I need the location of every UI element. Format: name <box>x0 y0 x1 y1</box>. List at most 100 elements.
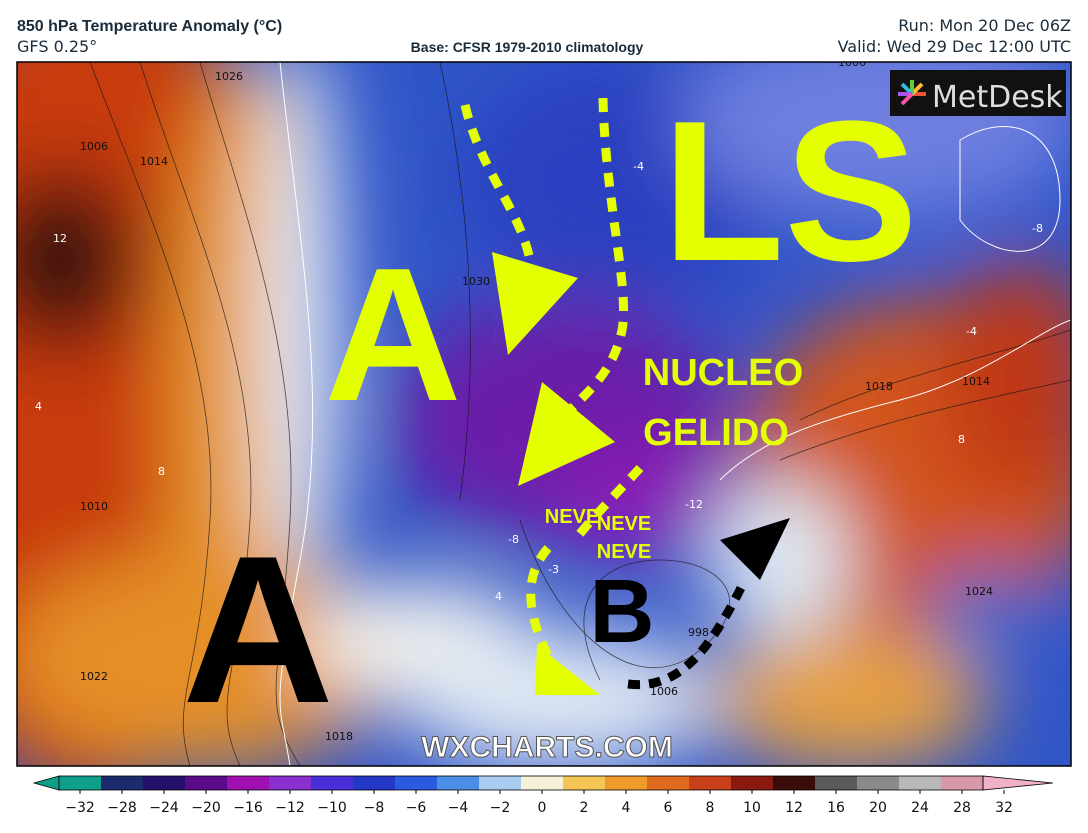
colorbar-segment <box>311 776 353 790</box>
colorbar-end <box>32 775 60 791</box>
flow-arrows <box>460 97 644 663</box>
colorbar-segment <box>857 776 899 790</box>
colorbar-label: 20 <box>869 800 887 816</box>
map-label: 4 <box>495 590 502 603</box>
title: 850 hPa Temperature Anomaly (°C) <box>17 18 282 35</box>
colorbar-segment <box>899 776 941 790</box>
colorbar-label: 4 <box>622 800 631 816</box>
map-label: -4 <box>966 325 977 338</box>
colorbar-label: 24 <box>911 800 929 816</box>
colorbar-segment <box>731 776 773 790</box>
watermark: WXCHARTS.COM <box>421 731 673 764</box>
colorbar-segment <box>59 776 101 790</box>
colorbar-segment <box>563 776 605 790</box>
colorbar-segment <box>269 776 311 790</box>
map-label: 1022 <box>80 670 108 683</box>
map-label: -8 <box>508 533 519 546</box>
colorbar-segment <box>437 776 479 790</box>
map-label: 1006 <box>650 685 678 698</box>
map-label: 12 <box>53 232 67 245</box>
map-label: 1018 <box>865 380 893 393</box>
isobars <box>89 62 1071 766</box>
colorbar-segment <box>521 776 563 790</box>
colorbar-frame <box>58 775 984 791</box>
logo: MetDesk <box>932 80 1063 115</box>
anomaly-contours <box>279 62 1071 766</box>
colorbar-label: 32 <box>995 800 1013 816</box>
snow-label: NEVE <box>545 506 599 528</box>
base: Base: CFSR 1979-2010 climatology <box>411 39 644 55</box>
low-label: LS <box>662 80 918 303</box>
colorbar-segment <box>941 776 983 790</box>
map-labels: 1026 1006 1014 1030 1018 1022 1010 1006 998 1018 1… <box>35 56 1043 743</box>
high-label: A <box>324 229 461 441</box>
colorbar-label: −16 <box>233 800 263 816</box>
colorbar-label: −6 <box>406 800 427 816</box>
map-label: 1024 <box>965 585 993 598</box>
colorbar-label: −20 <box>191 800 221 816</box>
colorbar-segment <box>395 776 437 790</box>
colorbar-segment <box>605 776 647 790</box>
colorbar-label: −10 <box>317 800 347 816</box>
colorbar-segment <box>353 776 395 790</box>
run: Run: Mon 20 Dec 06Z <box>898 16 1071 35</box>
colorbar-label: −4 <box>448 800 469 816</box>
colorbar-label: −24 <box>149 800 179 816</box>
map-label: 4 <box>35 400 42 413</box>
dashed-arrow <box>627 577 750 690</box>
colorbar-end <box>982 775 1054 791</box>
map-label: 1014 <box>140 155 168 168</box>
map-label: 1010 <box>80 500 108 513</box>
logo-icon <box>898 80 926 106</box>
colorbar-label: 2 <box>580 800 589 816</box>
core-label: GELIDO <box>643 412 789 454</box>
anomaly-field <box>17 62 1071 766</box>
map-label: 1006 <box>80 140 108 153</box>
map-frame <box>16 61 1072 767</box>
map-label: -8 <box>1032 222 1043 235</box>
colorbar: −32 −28 −24 −20 −16 −12 −10 −8 −6 −4 −2 0 2 4 6 8 10 12 16… <box>32 775 1054 816</box>
map-label: -3 <box>548 563 559 576</box>
snow-label: NEVE <box>597 541 651 563</box>
colorbar-label: 28 <box>953 800 971 816</box>
high-label: A <box>182 512 334 747</box>
map-label: 8 <box>158 465 165 478</box>
colorbar-label: −8 <box>364 800 385 816</box>
map: 1026 1006 1014 1030 1018 1022 1010 1006 998 1018 1… <box>17 56 1071 766</box>
colorbar-segment <box>227 776 269 790</box>
arrow-head <box>720 518 790 580</box>
colorbar-label: −32 <box>65 800 95 816</box>
map-label: 8 <box>958 433 965 446</box>
colorbar-segment <box>815 776 857 790</box>
map-label: 1026 <box>215 70 243 83</box>
colorbar-label: 10 <box>743 800 761 816</box>
map-label: 1014 <box>962 375 990 388</box>
map-label: -12 <box>685 498 703 511</box>
map-label: 998 <box>688 626 709 639</box>
colorbar-label: 16 <box>827 800 845 816</box>
colorbar-segment <box>647 776 689 790</box>
snow-label: NEVE <box>597 513 651 535</box>
colorbar-segment <box>479 776 521 790</box>
map-label: 1006 <box>838 56 866 69</box>
colorbar-label: −28 <box>107 800 137 816</box>
colorbar-label: 6 <box>664 800 673 816</box>
colorbar-segment <box>101 776 143 790</box>
colorbar-segment <box>773 776 815 790</box>
arrow-heads <box>492 252 615 695</box>
colorbar-label: −2 <box>490 800 511 816</box>
colorbar-label: 0 <box>538 800 547 816</box>
colorbar-label: 12 <box>785 800 803 816</box>
colorbar-label: −12 <box>275 800 305 816</box>
colorbar-segment <box>689 776 731 790</box>
model: GFS 0.25° <box>17 37 97 56</box>
colorbar-segment <box>185 776 227 790</box>
map-label: -4 <box>633 160 644 173</box>
colorbar-segment <box>143 776 185 790</box>
core-label: NUCLEO <box>643 352 803 394</box>
map-label: 1030 <box>462 275 490 288</box>
map-label: 1018 <box>325 730 353 743</box>
valid: Valid: Wed 29 Dec 12:00 UTC <box>838 37 1071 56</box>
